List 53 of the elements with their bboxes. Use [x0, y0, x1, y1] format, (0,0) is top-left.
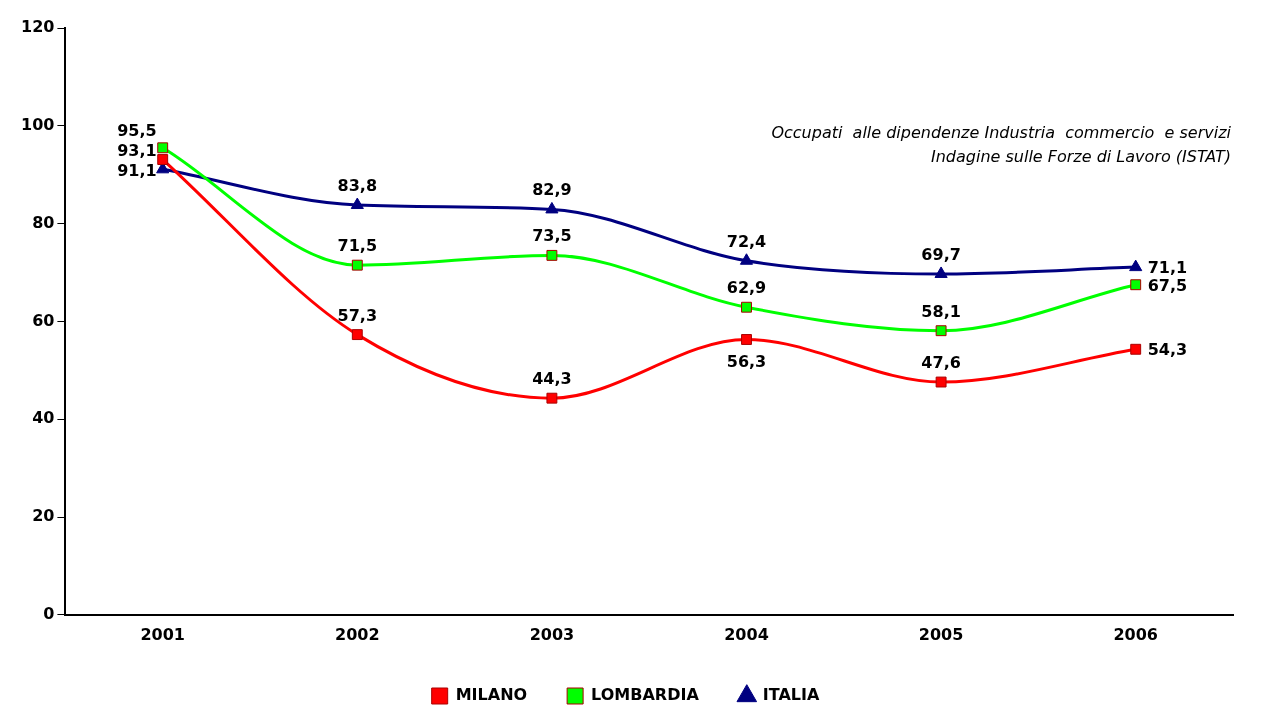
data-label: 82,9 — [532, 180, 572, 200]
x-tick-label: 2004 — [724, 624, 769, 644]
data-label: 69,7 — [921, 244, 961, 264]
annotation: Occupati alle dipendenze Industria commercio e servizi — [771, 123, 1232, 142]
point — [350, 197, 364, 210]
data-label: 91,1 — [117, 160, 157, 180]
point — [741, 301, 752, 313]
point — [546, 249, 558, 261]
y-tick-label: 20 — [32, 506, 55, 526]
legend-label: LOMBARDIA — [591, 685, 700, 705]
data-label: 44,3 — [532, 369, 572, 389]
point — [739, 253, 754, 265]
y-tick-label: 60 — [32, 310, 55, 330]
data-label: 72,4 — [726, 231, 767, 251]
point — [1129, 259, 1143, 272]
data-label: 47,6 — [921, 353, 961, 373]
point — [935, 325, 947, 337]
x-tick-label: 2001 — [140, 624, 185, 644]
point — [545, 201, 559, 214]
data-label: 62,9 — [726, 278, 767, 298]
point — [1130, 279, 1142, 291]
data-label: 56,3 — [726, 352, 767, 372]
x-tick-label: 2005 — [918, 624, 964, 644]
y-tick-label: 80 — [32, 212, 55, 232]
y-tick-label: 100 — [20, 114, 55, 134]
annotation: Indagine sulle Forze di Lavoro (ISTAT) — [930, 147, 1231, 166]
x-tick-label: 2003 — [529, 624, 575, 644]
legend-label: MILANO — [455, 685, 528, 705]
data-label: 73,5 — [532, 226, 572, 246]
point — [741, 334, 752, 345]
point — [157, 154, 169, 165]
point — [1130, 343, 1142, 355]
data-label: 95,5 — [117, 120, 157, 140]
y-tick-label: 120 — [20, 17, 55, 37]
data-label: 54,3 — [1147, 340, 1188, 360]
point — [157, 142, 169, 154]
point — [934, 266, 948, 278]
point — [351, 259, 363, 271]
x-tick-label: 2006 — [1113, 624, 1158, 644]
data-label: 71,1 — [1147, 258, 1188, 278]
data-label: 83,8 — [337, 176, 378, 196]
point — [546, 392, 558, 404]
data-label: 71,5 — [337, 236, 378, 256]
x-tick-label: 2002 — [335, 624, 380, 644]
data-label: 67,5 — [1147, 275, 1188, 295]
data-label: 58,1 — [921, 301, 961, 321]
data-label: 57,3 — [337, 305, 378, 325]
point — [935, 376, 947, 388]
legend-label: ITALIA — [762, 685, 820, 705]
point — [351, 329, 363, 341]
y-tick-label: 0 — [43, 603, 55, 623]
y-tick-label: 40 — [32, 408, 55, 428]
data-label: 93,1 — [117, 140, 157, 160]
